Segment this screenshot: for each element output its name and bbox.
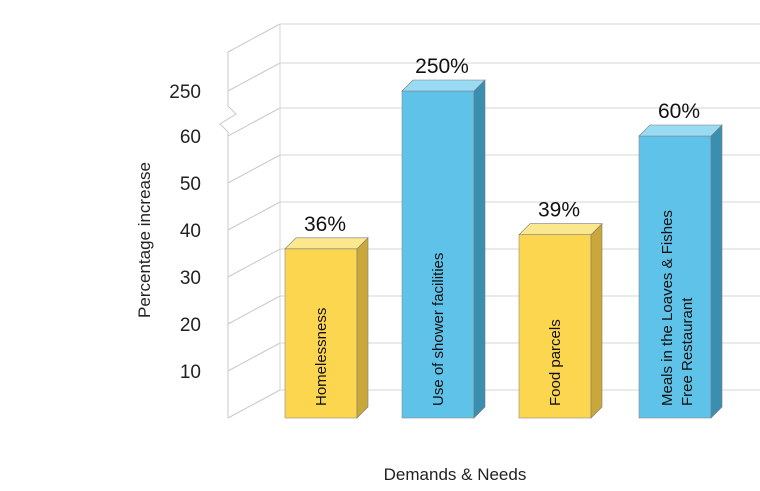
bar-category-label-line: Food parcels xyxy=(547,319,564,406)
bar-category-label-line: Meals in the Loaves & Fishes xyxy=(659,210,676,406)
bars: Homelessness Use of shower facilities Food… xyxy=(284,79,723,419)
bar-side xyxy=(473,79,486,419)
grid-diagonal xyxy=(227,23,281,53)
bar-top xyxy=(638,124,723,137)
grid-diagonal xyxy=(227,295,281,325)
grid-diagonal xyxy=(227,107,281,137)
bar-side xyxy=(710,124,723,419)
bar-side xyxy=(356,237,369,419)
grid-diagonal xyxy=(227,389,281,419)
y-tick-label: 50 xyxy=(180,174,201,195)
y-axis-ticks: 10 20 30 40 50 60 250 xyxy=(169,82,201,383)
y-tick-label: 60 xyxy=(180,127,201,148)
bar-category-label: Use of shower facilities xyxy=(430,253,447,406)
y-tick-label: 30 xyxy=(180,268,201,289)
grid-diagonal xyxy=(227,342,281,372)
bar-category-label-line: Free Restaurant xyxy=(679,297,696,406)
bar-side xyxy=(590,222,603,419)
y-axis-break xyxy=(219,52,237,418)
bar-category-label: Meals in the Loaves & Fishes Free Restaur… xyxy=(659,210,696,406)
grid-diagonal xyxy=(227,201,281,231)
bar: Food parcels xyxy=(518,222,603,419)
bar-category-label: Food parcels xyxy=(547,319,564,406)
y-tick-label: 20 xyxy=(180,315,201,336)
grid-diagonal xyxy=(227,62,281,92)
bar: Meals in the Loaves & Fishes Free Restaur… xyxy=(638,124,723,419)
bar-front xyxy=(401,90,475,419)
y-tick-label: 10 xyxy=(180,362,201,383)
grid-diagonal xyxy=(227,248,281,278)
data-label: 36% xyxy=(304,213,346,236)
y-tick-label: 40 xyxy=(180,221,201,242)
bar-top xyxy=(284,237,369,250)
data-labels: 36% 250% 39% 60% xyxy=(304,55,700,236)
data-label: 39% xyxy=(538,199,580,222)
grid-diagonal xyxy=(227,154,281,184)
bar-category-label-line: Use of shower facilities xyxy=(430,253,447,406)
bar-top xyxy=(518,223,603,235)
data-label: 250% xyxy=(415,55,469,78)
bar: Use of shower facilities xyxy=(401,79,486,419)
y-axis-label: Percentage increase xyxy=(135,162,154,318)
bar: Homelessness xyxy=(284,237,369,419)
y-tick-label: 250 xyxy=(169,82,201,103)
bar-front xyxy=(518,234,592,419)
bar-category-label-line: Homelessness xyxy=(313,308,330,406)
bar-top xyxy=(401,79,486,92)
bar-category-label: Homelessness xyxy=(313,308,330,406)
data-label: 60% xyxy=(658,100,700,123)
bar-front xyxy=(284,248,358,419)
x-axis-label: Demands & Needs xyxy=(384,465,527,484)
bar-front xyxy=(638,135,712,419)
